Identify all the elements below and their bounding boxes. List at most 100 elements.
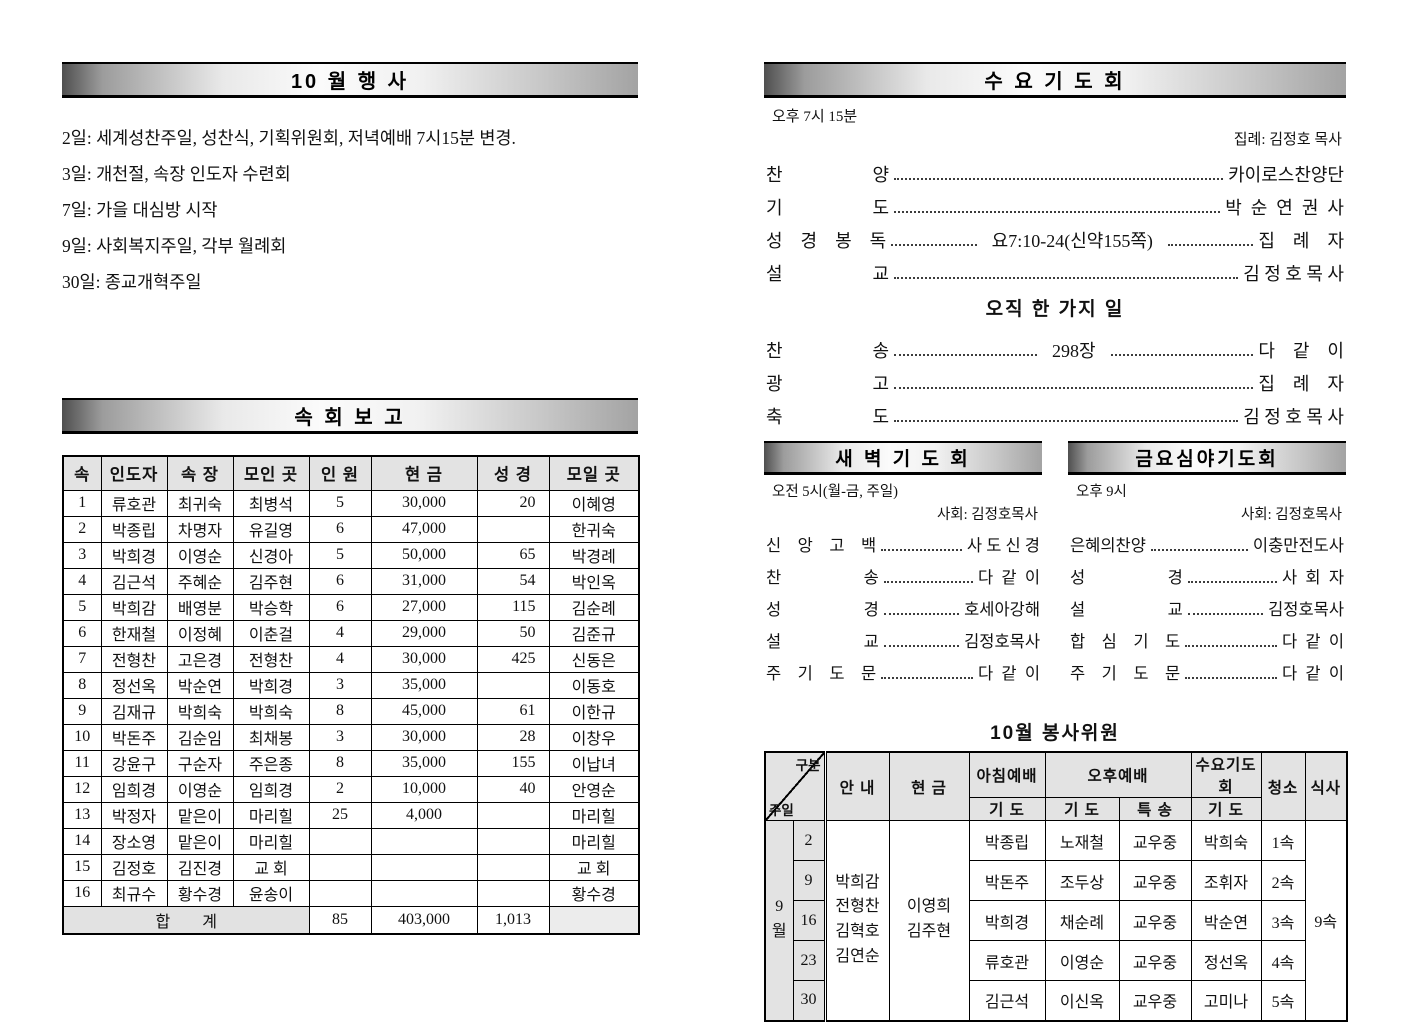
column-header: 모인 곳 [232,455,310,491]
date-cell: 16 [792,900,826,941]
column-header: 식사 [1304,751,1348,821]
service-order-row: 기 도 박 순 연 권 사 [764,190,1346,223]
table-cell: 임희경 [232,775,310,803]
table-cell: 이한규 [548,697,640,725]
table-cell: 김진경 [166,853,234,881]
corner-cell: 구분 주일 [764,751,826,821]
service-time: 오후 7시 15분 [772,109,858,125]
table-cell: 구순자 [166,749,234,777]
events-list: 2일: 세계성찬주일, 성찬식, 기획위원회, 저녁예배 7시15분 변경. 3… [62,120,638,300]
dotted-leader [894,266,1239,279]
table-cell: 한재철 [100,619,168,647]
table-cell: 주혜순 [166,567,234,595]
table-row: 9 박돈주 조두상 교우중 조휘자 2속 [765,860,1347,901]
table-cell: 20 [476,489,550,517]
table-cell: 교 회 [232,853,310,881]
table-cell: 강윤구 [100,749,168,777]
table-cell: 115 [476,593,550,621]
table-cell: 30,000 [370,723,478,751]
table-cell: 박경례 [548,541,640,569]
service-time: 오후 9시 [1076,484,1127,500]
order-value: 이충만전도사 [1252,536,1344,555]
table-cell: 이정혜 [166,619,234,647]
table-cell: 황수경 [548,879,640,907]
order-value: 호세아강해 [964,600,1040,619]
dotted-leader [894,409,1239,422]
table-row: 1 류호관 최귀숙 최병석 5 30,000 20 이혜영 [62,489,640,517]
order-value: 카이로스찬양단 [1228,164,1344,185]
order-label: 설 교 [766,632,879,651]
table-cell: 고은경 [166,645,234,673]
table-cell: 정선옥 [100,671,168,699]
table-cell: 12 [62,775,102,803]
order-label: 찬 양 [766,164,890,185]
table-cell: 김순임 [166,723,234,751]
table-cell: 박승학 [232,593,310,621]
wednesday-order-list: 찬 양 카이로스찬양단 기 도 박 순 연 권 사 성 경 봉 독 요7:10-… [764,157,1346,289]
table-cell: 마리힐 [232,801,310,829]
table-cell: 이춘걸 [232,619,310,647]
column-header: 기 도 [1190,797,1262,821]
dotted-leader [883,634,960,647]
total-bible: 1,013 [476,905,550,935]
table-cell: 김순례 [548,593,640,621]
table-cell: 박종립 [100,515,168,543]
table-row: 8 정선옥 박순연 박희경 3 35,000 이동호 [62,671,640,699]
column-header: 안 내 [823,751,890,821]
table-cell: 교우중 [1118,980,1192,1021]
table-cell: 29,000 [370,619,478,647]
table-cell: 1 [62,489,102,517]
section-header-cell-group-report: 속 회 보 고 [62,398,638,434]
column-header: 인도자 [100,455,168,491]
dotted-leader [1167,233,1254,246]
table-cell: 차명자 [166,515,234,543]
dotted-leader [1150,538,1248,551]
table-cell: 10 [62,723,102,751]
table-cell: 김근석 [968,980,1046,1021]
table-cell: 25 [308,801,372,829]
scripture-reference: 요7:10-24(신약155쪽) [991,230,1153,251]
table-cell: 맡은이 [166,827,234,855]
order-value: 사 도 신 경 [966,536,1040,555]
meal-cell: 9속 [1304,820,1348,1021]
order-value: 박 순 연 권 사 [1225,197,1344,218]
order-label: 찬 송 [766,340,890,361]
table-cell: 김정호 [100,853,168,881]
table-cell: 4 [308,645,372,673]
column-header: 현 금 [370,455,478,491]
table-cell: 5 [308,541,372,569]
table-cell: 30,000 [370,489,478,517]
dotted-leader [1185,634,1277,647]
table-cell: 3 [308,671,372,699]
column-header: 아침예배 [968,751,1046,798]
table-cell: 전형찬 [100,645,168,673]
order-label: 광 고 [766,373,890,394]
total-place [548,905,640,935]
table-cell: 이동호 [548,671,640,699]
report-table-header: 속 인도자 속 장 모인 곳 인 원 현 금 성 경 모일 곳 [62,455,640,491]
column-header: 청소 [1260,751,1306,821]
committee-table: 구분 주일 안 내 현 금 아침예배 오후예배 수요기도회 청소 식사 기 도 … [764,751,1349,1022]
table-cell [370,827,478,855]
table-cell: 교우중 [1118,900,1192,941]
table-cell: 6 [308,515,372,543]
order-value: 김 정 호 목 사 [1243,263,1344,284]
service-order-row: 광 고 집 례 자 [764,366,1346,399]
wednesday-order-list-2: 찬 송 298장 다 같 이 광 고 집 례 자 축 도 김 정 호 목 사 [764,333,1346,432]
table-cell [476,879,550,907]
column-header: 성 경 [476,455,550,491]
table-cell: 3속 [1260,900,1306,941]
table-cell: 교우중 [1118,860,1192,901]
table-cell: 노재철 [1044,820,1120,861]
table-cell: 15 [62,853,102,881]
table-cell: 교우중 [1118,940,1192,981]
table-cell: 2 [62,515,102,543]
table-cell: 3 [62,541,102,569]
committee-table-header: 구분 주일 안 내 현 금 아침예배 오후예배 수요기도회 청소 식사 기 도 … [764,751,1348,821]
dawn-prayer-section: 새 벽 기 도 회 오전 5시(월-금, 주일) 사회: 김정호목사 신 앙 고… [764,441,1042,688]
friday-order-list: 은혜의찬양 이충만전도사 성 경 사 회 자 설 교 김정호목사 [1068,528,1346,688]
date-cell: 30 [792,980,826,1021]
table-cell: 교우중 [1118,820,1192,861]
table-cell: 조두상 [1044,860,1120,901]
order-label: 성 경 [1070,568,1183,587]
